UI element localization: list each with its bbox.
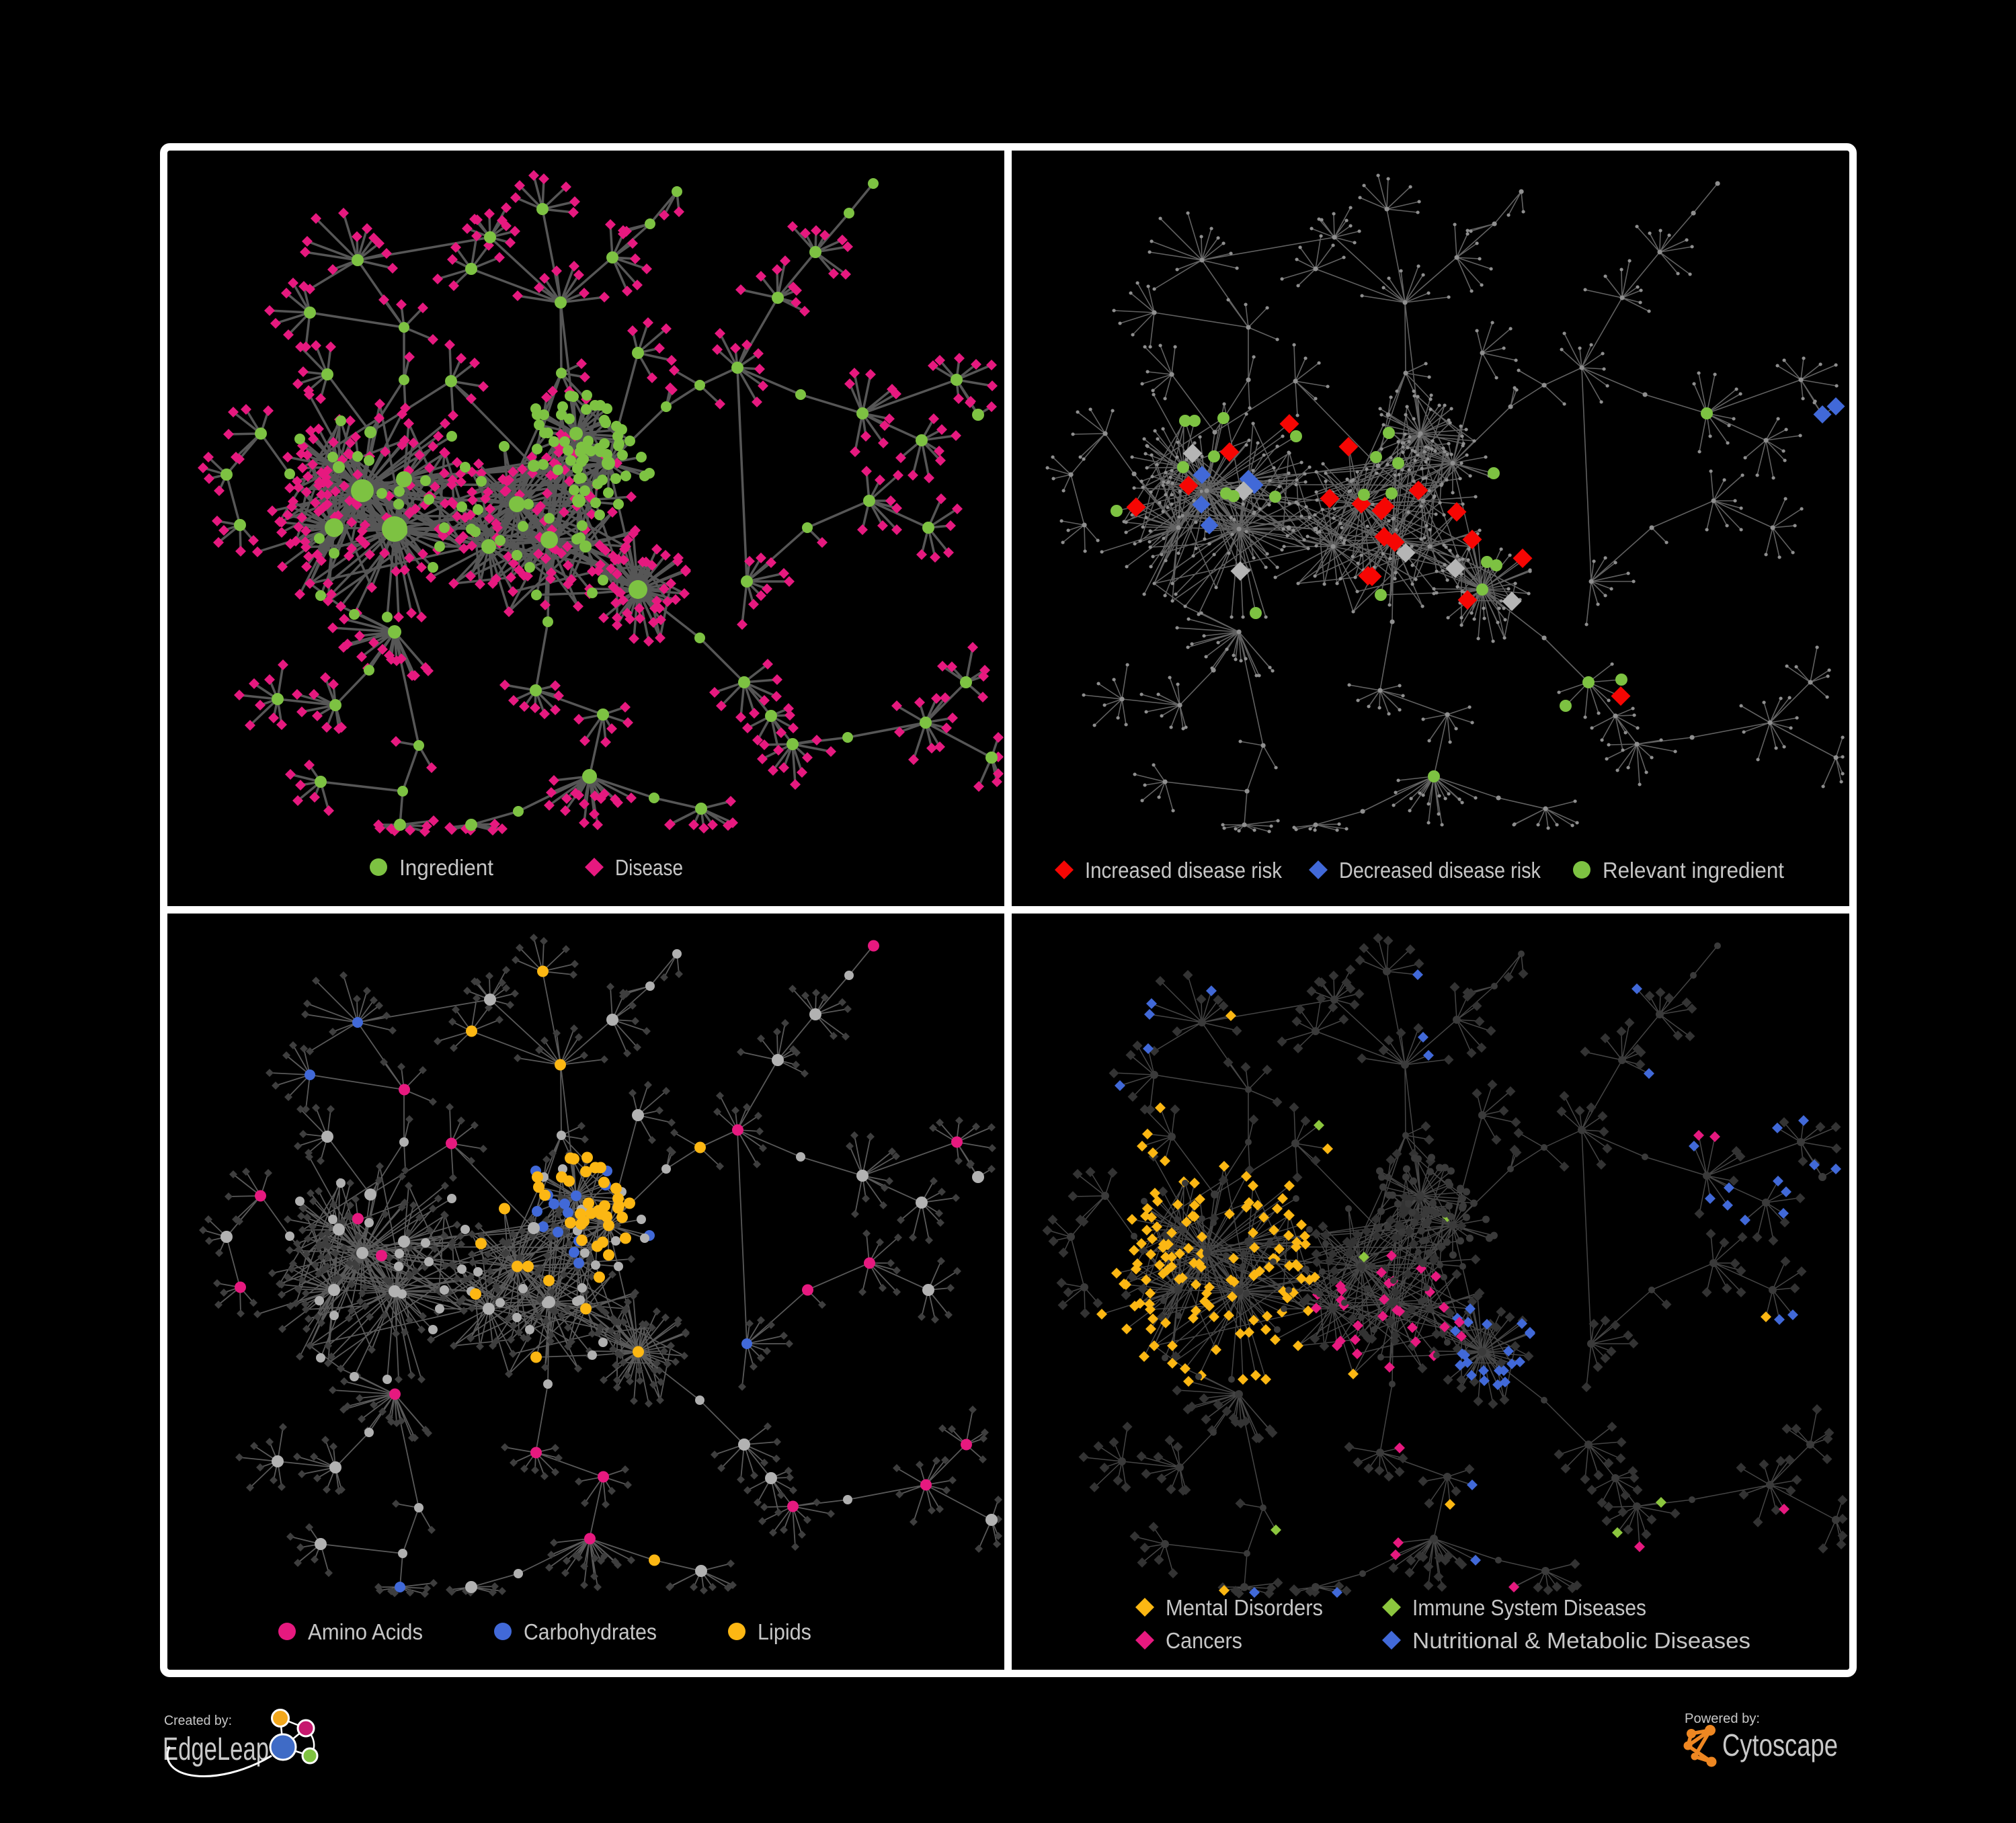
svg-text:Decreased disease risk: Decreased disease risk [1339, 858, 1541, 883]
svg-text:Cytoscape: Cytoscape [1722, 1728, 1838, 1763]
svg-text:Immune System Diseases: Immune System Diseases [1412, 1595, 1646, 1620]
svg-text:Disease: Disease [615, 855, 683, 880]
svg-text:Powered by:: Powered by: [1685, 1711, 1760, 1726]
svg-text:Created by:: Created by: [164, 1713, 232, 1728]
svg-text:Cancers: Cancers [1166, 1628, 1242, 1653]
svg-text:Lipids: Lipids [758, 1619, 811, 1644]
svg-text:Amino Acids: Amino Acids [308, 1619, 423, 1644]
svg-text:EdgeLeap: EdgeLeap [163, 1732, 269, 1767]
svg-text:Ingredient: Ingredient [399, 855, 493, 880]
svg-text:Carbohydrates: Carbohydrates [524, 1619, 657, 1644]
svg-text:Nutritional & Metabolic Diseas: Nutritional & Metabolic Diseases [1412, 1628, 1750, 1653]
svg-text:Relevant ingredient: Relevant ingredient [1603, 858, 1784, 883]
svg-text:Mental Disorders: Mental Disorders [1166, 1595, 1323, 1620]
svg-text:Increased disease risk: Increased disease risk [1085, 858, 1282, 883]
